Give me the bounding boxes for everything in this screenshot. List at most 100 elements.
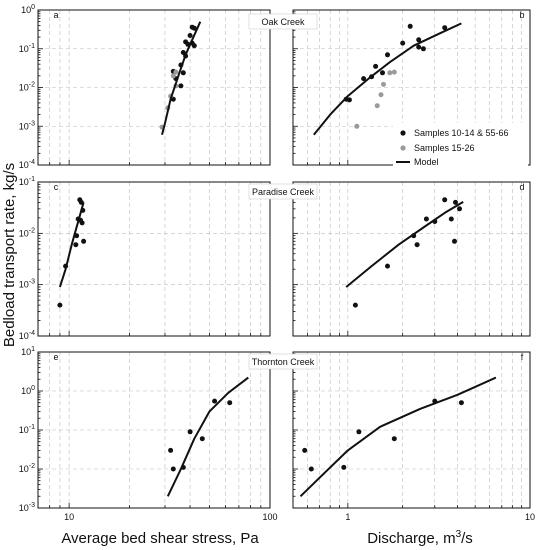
data-point (374, 103, 380, 109)
x-axis-label-right-suffix: /s (461, 530, 473, 547)
panel-frame (37, 9, 271, 166)
data-point (457, 206, 462, 212)
creek-label-box (248, 353, 318, 370)
data-point (346, 97, 352, 103)
data-point (416, 44, 422, 50)
data-point (57, 302, 63, 308)
data-point (387, 70, 393, 76)
data-point (420, 46, 426, 52)
y-tick-label: 10-3 (19, 120, 35, 131)
data-point (187, 33, 193, 38)
panel-f: 1 10 f Thornton Creek (248, 351, 535, 522)
data-point (356, 429, 362, 435)
panel-frame (292, 351, 531, 509)
data-point (187, 429, 193, 435)
panel-letter: b (519, 10, 524, 20)
data-point (341, 464, 347, 470)
panel-frame (37, 351, 271, 509)
data-point (453, 199, 458, 205)
data-point (81, 238, 87, 244)
creek-label-box (248, 13, 318, 30)
panel-c: 10-1 10-2 10-3 10-4 c (19, 176, 271, 341)
data-point (414, 242, 420, 248)
data-point (407, 23, 413, 29)
creek-label: Oak Creek (261, 17, 305, 27)
data-point (381, 81, 386, 87)
panel-a: 100 10-1 10-2 10-3 10-4 a (19, 4, 271, 170)
panel-letter: c (54, 182, 59, 192)
panel-d: d Paradise Creek (248, 181, 531, 337)
y-tick-label: 10-2 (19, 82, 35, 93)
panel-letter: f (521, 352, 524, 362)
data-point (199, 436, 205, 442)
x-axis-label-left: Average bed shear stress, Pa (61, 530, 259, 547)
data-point (385, 52, 390, 58)
model-line (313, 22, 462, 136)
x-tick-label: 100 (262, 512, 277, 522)
legend-label-1: Samples 15-26 (414, 143, 475, 153)
y-tick-label: 10-2 (19, 463, 35, 474)
legend-marker-1 (400, 145, 406, 151)
x-tick-label: 1 (345, 512, 350, 522)
data-point (170, 466, 176, 472)
legend-marker-0 (400, 130, 406, 136)
data-point (191, 43, 197, 49)
model-line (299, 376, 497, 498)
data-point (170, 73, 176, 79)
data-point (352, 302, 358, 308)
y-tick-label: 10-1 (19, 424, 35, 435)
legend-label-0: Samples 10-14 & 55-66 (414, 128, 509, 138)
data-point (448, 216, 454, 222)
creek-label: Thornton Creek (252, 357, 315, 367)
data-point (442, 197, 448, 203)
panel-letter: d (519, 182, 524, 192)
legend-label-2: Model (414, 157, 439, 167)
data-point (308, 466, 314, 472)
creek-label-box (248, 183, 318, 200)
legend-box (393, 123, 528, 171)
model-line (166, 376, 249, 497)
data-point (423, 216, 429, 222)
data-point (442, 25, 448, 31)
data-point (385, 263, 390, 269)
creek-label: Paradise Creek (252, 187, 315, 197)
y-tick-label: 100 (21, 4, 35, 15)
data-point (361, 76, 367, 82)
y-tick-label: 10-2 (19, 227, 35, 238)
data-point (458, 400, 464, 406)
data-point (380, 70, 385, 76)
y-axis-label: Bedload transport rate, kg/s (1, 163, 18, 347)
y-tick-label: 100 (21, 385, 35, 396)
y-tick-label: 10-3 (19, 502, 35, 513)
model-line (345, 201, 464, 288)
model-line (58, 202, 85, 288)
x-axis-label-right: Discharge, m3/s (367, 529, 473, 547)
data-point (378, 92, 384, 98)
panel-frame (37, 181, 271, 337)
legend: Samples 10-14 & 55-66 Samples 15-26 Mode… (393, 123, 528, 171)
data-point (373, 63, 379, 69)
data-point (180, 70, 186, 76)
data-point (212, 398, 218, 404)
panel-e: 101 100 10-1 10-2 10-3 10 100 e (19, 346, 278, 522)
data-point (391, 69, 397, 75)
data-point (79, 220, 85, 226)
panel-b: b Oak Creek (248, 9, 531, 166)
data-point (73, 242, 79, 248)
data-point (452, 238, 457, 244)
model-line (161, 21, 202, 136)
data-point (168, 447, 174, 453)
y-tick-label: 10-4 (19, 330, 35, 341)
data-point (416, 37, 422, 43)
panel-letter: a (53, 10, 58, 20)
x-tick-label: 10 (525, 512, 535, 522)
data-point (173, 69, 179, 75)
x-tick-label: 10 (64, 512, 74, 522)
data-point (400, 40, 406, 46)
y-tick-label: 10-3 (19, 279, 35, 290)
panel-frame (292, 181, 531, 337)
data-point (227, 400, 233, 406)
x-axis-label-right-sup: 3 (456, 529, 462, 540)
data-point (178, 83, 184, 89)
